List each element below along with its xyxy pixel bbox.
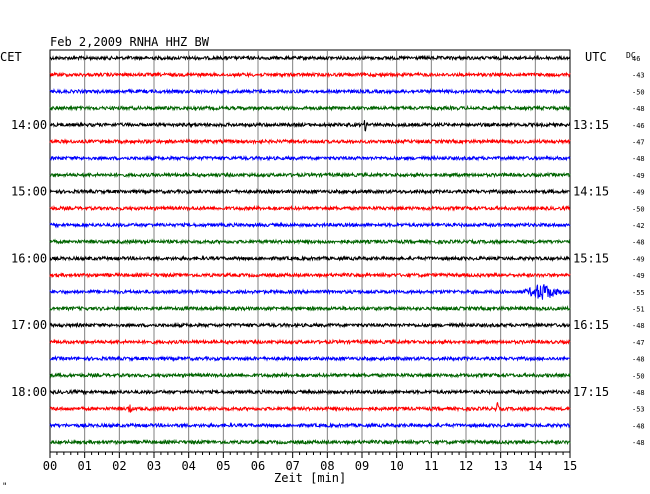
hour-labels: 14:00 13:15 15:00 14:15 16:00 15:15 17:00 16:15… bbox=[11, 118, 609, 399]
cet-hour-label: 17:00 bbox=[11, 318, 47, 332]
dc-value: -47 bbox=[632, 139, 645, 147]
dc-value: -43 bbox=[632, 72, 645, 80]
trace-line-10 bbox=[49, 221, 571, 229]
dc-value: -48 bbox=[632, 155, 645, 163]
trace-line-15 bbox=[49, 305, 571, 312]
plot-frame bbox=[49, 49, 571, 453]
dc-value: -51 bbox=[632, 306, 645, 314]
x-tick-label: 01 bbox=[77, 459, 91, 473]
x-tick-label: 09 bbox=[355, 459, 369, 473]
trace-line-14 bbox=[49, 284, 571, 300]
trace-line-21 bbox=[49, 402, 571, 413]
trace-line-11 bbox=[49, 238, 571, 246]
x-tick-label: 11 bbox=[424, 459, 438, 473]
trace-line-19 bbox=[49, 371, 571, 379]
x-axis-label: Zeit [min] bbox=[274, 471, 346, 485]
trace-line-5 bbox=[49, 138, 571, 146]
trace-line-23 bbox=[49, 438, 571, 446]
dc-value: -50 bbox=[632, 372, 645, 380]
x-tick-label: 10 bbox=[389, 459, 403, 473]
x-tick-label: 14 bbox=[528, 459, 542, 473]
dc-value: -49 bbox=[632, 255, 645, 263]
utc-hour-label: 13:15 bbox=[573, 118, 609, 132]
dc-value: -50 bbox=[632, 205, 645, 213]
x-tick-label: 00 bbox=[43, 459, 57, 473]
cet-axis-label: CET bbox=[0, 50, 22, 64]
x-tick-label: 05 bbox=[216, 459, 230, 473]
chart-title: Feb 2,2009 RNHA HHZ BW bbox=[50, 35, 210, 49]
trace-line-7 bbox=[49, 171, 571, 179]
dc-offset-labels: 46 -43 -50 -48 -46 -47 -48 -49 -49 -50 -42 -48 -49 -4… bbox=[632, 55, 645, 447]
trace-line-2 bbox=[49, 87, 570, 95]
x-tick-label: 02 bbox=[112, 459, 126, 473]
trace-line-20 bbox=[49, 388, 571, 396]
dc-value: -53 bbox=[632, 406, 645, 414]
dc-value: -48 bbox=[632, 105, 645, 113]
dc-value: -48 bbox=[632, 356, 645, 364]
trace-line-13 bbox=[49, 271, 571, 279]
x-tick-label: 13 bbox=[493, 459, 507, 473]
utc-hour-label: 15:15 bbox=[573, 251, 609, 265]
dc-label: DC bbox=[626, 51, 636, 60]
x-tick-label: 15 bbox=[563, 459, 577, 473]
utc-hour-label: 16:15 bbox=[573, 318, 609, 332]
trace-line-6 bbox=[49, 154, 571, 162]
cet-hour-label: 18:00 bbox=[11, 385, 47, 399]
x-tick-label: 03 bbox=[147, 459, 161, 473]
cet-hour-label: 15:00 bbox=[11, 185, 47, 199]
dc-value: -49 bbox=[632, 189, 645, 197]
dc-value: 46 bbox=[632, 55, 640, 63]
plot-grid bbox=[49, 49, 571, 453]
x-axis: 00 01 02 03 04 05 06 07 08 09 10 11 12 13 14 15 bbox=[43, 452, 577, 473]
trace-line-9 bbox=[49, 204, 571, 212]
trace-line-16 bbox=[49, 321, 571, 329]
dc-value: -50 bbox=[632, 88, 645, 96]
x-tick-label: 12 bbox=[459, 459, 473, 473]
dc-value: -55 bbox=[632, 289, 645, 297]
dc-value: -48 bbox=[632, 389, 645, 397]
dc-value: -48 bbox=[632, 239, 645, 247]
dc-value: -49 bbox=[632, 272, 645, 280]
dc-value: -47 bbox=[632, 339, 645, 347]
x-tick-label: 04 bbox=[181, 459, 195, 473]
x-tick-label: 06 bbox=[251, 459, 265, 473]
trace-line-0 bbox=[49, 54, 571, 62]
dc-value: -49 bbox=[632, 172, 645, 180]
corner-mark: " bbox=[2, 482, 7, 492]
x-tick-label: 07 bbox=[285, 459, 299, 473]
seismic-traces bbox=[49, 54, 571, 446]
utc-axis-label: UTC bbox=[585, 50, 607, 64]
dc-value: -46 bbox=[632, 122, 645, 130]
trace-line-12 bbox=[49, 254, 571, 262]
trace-line-8 bbox=[49, 188, 571, 196]
x-tick-label: 08 bbox=[320, 459, 334, 473]
trace-line-17 bbox=[49, 338, 571, 346]
cet-hour-label: 16:00 bbox=[11, 251, 47, 265]
trace-line-22 bbox=[49, 421, 571, 429]
trace-line-3 bbox=[49, 104, 571, 112]
dc-value: -48 bbox=[632, 422, 645, 430]
trace-line-4 bbox=[49, 120, 571, 132]
dc-value: -42 bbox=[632, 222, 645, 230]
utc-hour-label: 14:15 bbox=[573, 185, 609, 199]
trace-line-18 bbox=[49, 355, 571, 363]
utc-hour-label: 17:15 bbox=[573, 385, 609, 399]
dc-value: -48 bbox=[632, 439, 645, 447]
cet-hour-label: 14:00 bbox=[11, 118, 47, 132]
dc-value: -48 bbox=[632, 322, 645, 330]
trace-line-1 bbox=[49, 71, 571, 79]
